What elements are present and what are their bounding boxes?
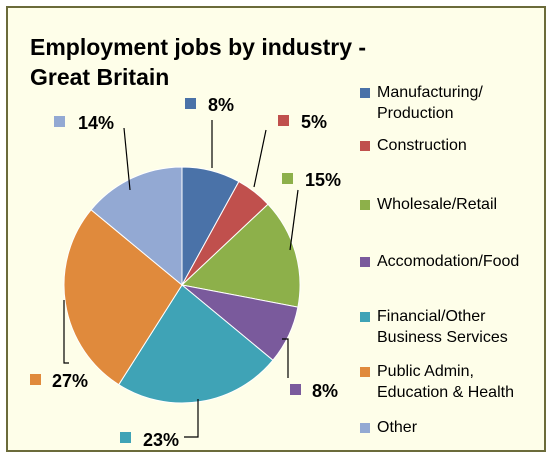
leader-line-other: [123, 127, 131, 191]
leader-line-construction: [253, 129, 267, 188]
legend-swatch-wholesale: [360, 200, 370, 210]
pie-slice-public-admin-education-health: [63, 209, 183, 386]
legend-swatch-public-admin: [360, 367, 370, 377]
legend-swatch-manufacturing: [360, 88, 370, 98]
data-label-swatch-construction: [278, 115, 289, 126]
legend-swatch-financial: [360, 312, 370, 322]
data-label-public-admin-education-health: 27%: [52, 371, 88, 391]
data-label-construction: 5%: [301, 112, 327, 132]
leader-line-accomodation-food: [282, 338, 289, 378]
data-label-wholesale-retail: 15%: [305, 170, 341, 190]
leader-line-public-admin-education-health: [63, 300, 69, 364]
data-label-swatch-financial-other-business-services: [120, 432, 131, 443]
data-label-other: 14%: [78, 113, 114, 133]
pie-slice-wholesale-retail: [180, 203, 301, 308]
chart-title: Employment jobs by industry - Great Brit…: [30, 32, 390, 92]
legend-label-manufacturing: Manufacturing/ Production: [377, 84, 483, 122]
legend-swatch-other: [360, 423, 370, 433]
legend-label-financial: Financial/Other Business Services: [377, 308, 508, 346]
legend-label-construction: Construction: [377, 137, 467, 154]
data-label-swatch-manufacturing-production: [185, 98, 196, 109]
data-label-swatch-wholesale-retail: [282, 173, 293, 184]
legend-label-wholesale: Wholesale/Retail: [377, 196, 498, 213]
leader-line-wholesale-retail: [289, 189, 299, 251]
leader-line-financial-other-business-services: [184, 399, 199, 438]
data-label-swatch-other: [54, 116, 65, 127]
chart-title-line-2: Great Britain: [30, 64, 170, 90]
legend-label-public-admin: Public Admin, Education & Health: [377, 363, 514, 401]
data-label-swatch-public-admin-education-health: [30, 374, 41, 385]
legend-label-accomodation: Accomodation/Food: [377, 253, 520, 270]
pie-slice-other: [90, 166, 183, 287]
data-label-financial-other-business-services: 23%: [143, 430, 179, 450]
chart-title-line-1: Employment jobs by industry -: [30, 34, 367, 60]
data-label-manufacturing-production: 8%: [208, 95, 234, 115]
data-label-swatch-accomodation-food: [290, 384, 301, 395]
legend-swatch-accomodation: [360, 257, 370, 267]
pie-slice-financial-other-business-services: [118, 284, 274, 404]
legend-label-other: Other: [377, 419, 418, 436]
legend-swatch-construction: [360, 141, 370, 151]
data-label-accomodation-food: 8%: [312, 381, 338, 401]
